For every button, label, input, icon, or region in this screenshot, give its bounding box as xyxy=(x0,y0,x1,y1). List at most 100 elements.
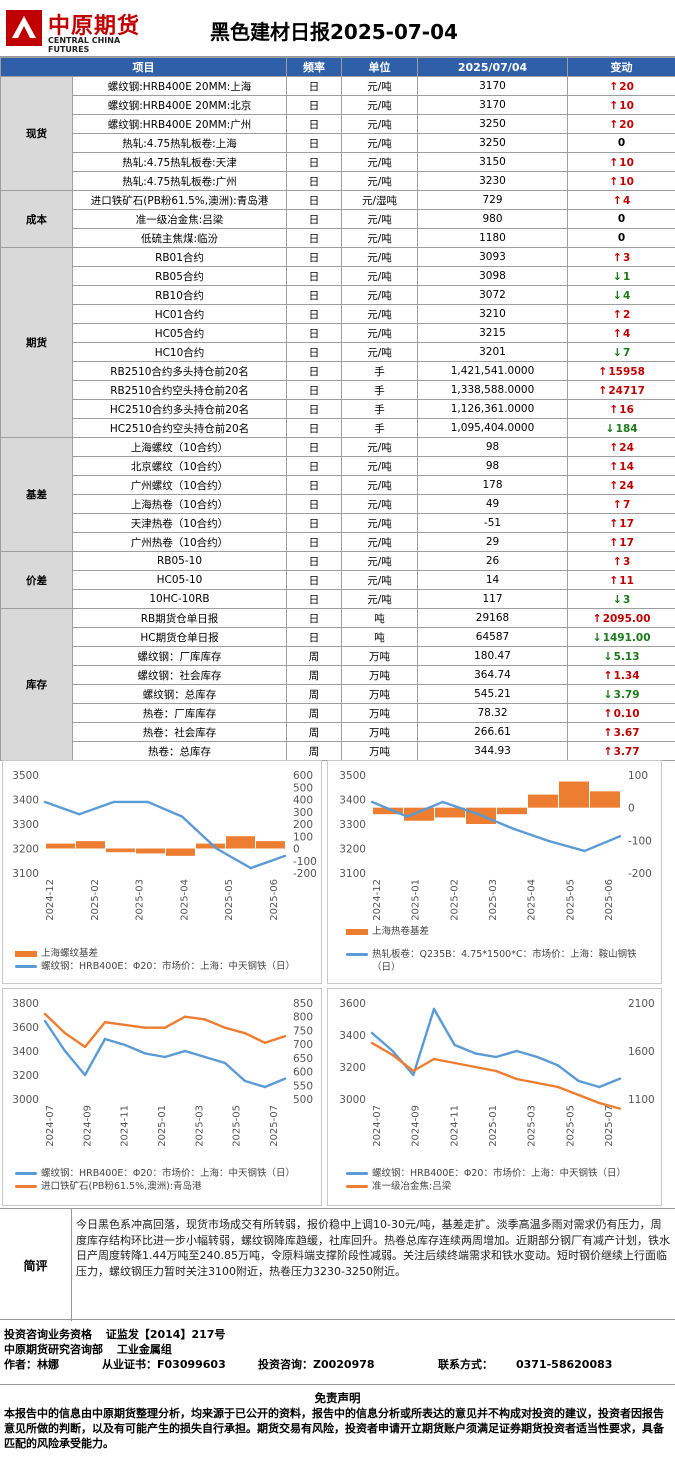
series-point xyxy=(44,1013,46,1015)
y-left-tick-label: 3200 xyxy=(12,1070,39,1082)
freq-cell: 日 xyxy=(286,171,342,191)
table-row: 上海热卷（10合约）日元/吨 49 ↑7 xyxy=(1,494,675,514)
series-point xyxy=(44,801,46,803)
table-row: HC05合约日元/吨 3215 ↑4 xyxy=(1,323,675,343)
series-point xyxy=(224,1026,226,1029)
data-table: 项目 频率 单位 2025/07/04 变动 现货 螺纹钢:HRB400E 20M… xyxy=(0,57,675,761)
series-line-segment xyxy=(215,847,252,870)
chart-rebar-vs-ore: 3800 3600 3400 3200 3000 850 800 750 700 650 600 55… xyxy=(2,988,322,1206)
legend-label: 螺纹钢：HRB400E：Φ20：市场价：上海：中天钢铁（日） xyxy=(41,961,295,972)
series-line-segment xyxy=(123,1023,147,1029)
series-line-segment xyxy=(43,1019,67,1053)
value-cell: 1,126,361.0000 xyxy=(417,399,568,419)
series-line-segment xyxy=(183,1049,207,1059)
y-left-tick-label: 3600 xyxy=(12,1022,39,1034)
legend-line-swatch xyxy=(346,953,368,956)
change-value: 17 xyxy=(619,517,634,530)
freq-cell: 日 xyxy=(286,456,342,476)
logo-cn-text: 中原期货 xyxy=(48,14,141,39)
series-point xyxy=(224,1062,226,1064)
change-value: 10 xyxy=(619,99,634,112)
change-value: 4 xyxy=(622,194,631,207)
logo-en-text: CENTRAL CHINA FUTURES xyxy=(48,36,121,54)
disclaimer: 免责声明 本报告中的信息由中原期货整理分析，均来源于已公开的资料，报告中的信息分… xyxy=(0,1384,675,1451)
unit-cell: 手 xyxy=(341,399,418,419)
chart-hrc-basis: 3500 3400 3300 3200 3100 100 0 -100 -200 2024-12 2… xyxy=(327,760,662,984)
change-cell: ↑2 xyxy=(567,304,675,324)
series-point xyxy=(144,1026,146,1029)
series-point xyxy=(147,801,149,803)
change-cell: ↑10 xyxy=(567,95,675,115)
change-cell: ↑10 xyxy=(567,152,675,172)
basis-bar xyxy=(106,848,135,853)
value-cell: 3250 xyxy=(417,114,568,134)
series-point xyxy=(583,850,586,852)
arrow-up-icon: ↑ xyxy=(612,326,622,340)
change-value: 20 xyxy=(619,80,634,93)
y-right-tick-label: 700 xyxy=(293,1039,313,1051)
series-line-segment xyxy=(474,1065,498,1073)
series-line-segment xyxy=(43,1012,67,1035)
author: 作者：林娜 xyxy=(4,1358,59,1371)
item-cell: RB05合约 xyxy=(72,266,287,286)
comment-section: 简评 今日黑色系冲高回落，现货市场成交有所转弱，报价稳中上调10-30元/吨，基… xyxy=(0,1208,675,1321)
table-row: 库存 RB期货仓单日报日吨 29168 ↑2095.00 xyxy=(0,608,675,761)
basis-bar xyxy=(559,781,589,808)
value-cell: 3201 xyxy=(417,342,568,362)
value-cell: 364.74 xyxy=(417,665,568,685)
change-cell: ↑24 xyxy=(567,475,675,495)
change-value: 7 xyxy=(622,346,631,359)
value-cell: -51 xyxy=(417,513,568,533)
value-cell: 1,421,541.0000 xyxy=(417,361,568,381)
series-point xyxy=(104,1038,106,1040)
col-header-unit: 单位 xyxy=(341,57,418,77)
item-cell: HC2510合约多头持仓前20名 xyxy=(72,399,287,419)
arrow-up-icon: ↑ xyxy=(612,497,622,511)
y-left-tick-label: 3500 xyxy=(12,770,39,782)
change-value: 3.67 xyxy=(613,726,640,739)
table-row: 热卷：厂库库存周万吨 78.32 ↑0.10 xyxy=(1,703,675,723)
disclaimer-heading: 免责声明 xyxy=(314,1391,361,1405)
series-point xyxy=(577,1080,580,1082)
basis-bar xyxy=(590,791,620,808)
change-value: 1.34 xyxy=(613,669,640,682)
series-point xyxy=(244,1032,246,1034)
value-cell: 49 xyxy=(417,494,568,514)
y-right-tick-label: 200 xyxy=(293,819,313,831)
series-line-segment xyxy=(391,1053,415,1073)
series-point xyxy=(391,1054,394,1056)
item-cell: RB10合约 xyxy=(72,285,287,305)
unit-cell: 元/吨 xyxy=(341,570,418,590)
item-cell: HC05合约 xyxy=(72,323,287,343)
item-cell: 螺纹钢：总库存 xyxy=(72,684,287,704)
change-value: 24 xyxy=(619,479,634,492)
freq-cell: 日 xyxy=(286,285,342,305)
value-cell: 14 xyxy=(417,570,568,590)
series-line-segment xyxy=(598,1101,622,1110)
series-line-segment xyxy=(180,815,218,850)
chart-hrc-basis-legend: 上海热卷基差 热轧板卷：Q235B：4.75*1500*C：市场价：上海：鞍山钢… xyxy=(346,925,656,974)
item-cell: 热轧:4.75热轧板卷:天津 xyxy=(72,152,287,172)
freq-cell: 日 xyxy=(286,266,342,286)
freq-cell: 日 xyxy=(286,380,342,400)
unit-cell: 元/吨 xyxy=(341,171,418,191)
change-value: 2095.00 xyxy=(602,612,651,625)
unit-cell: 元/吨 xyxy=(341,513,418,533)
unit-cell: 元/吨 xyxy=(341,589,418,609)
y-left-tick-label: 3300 xyxy=(339,819,366,831)
table-row: HC2510合约空头持仓前20名日手 1,095,404.0000 ↓184 xyxy=(1,418,675,438)
unit-cell: 元/吨 xyxy=(341,247,418,267)
value-cell: 64587 xyxy=(417,627,568,647)
change-value: 3 xyxy=(622,555,631,568)
chart-hrc-basis-plot: 3500 3400 3300 3200 3100 100 0 -100 -200 2024-12 2… xyxy=(339,770,652,921)
change-value: 0.10 xyxy=(613,707,640,720)
y-right-tick-label: 1100 xyxy=(628,1094,655,1106)
freq-cell: 日 xyxy=(286,418,342,438)
item-cell: 低硫主焦煤:临汾 xyxy=(72,228,287,248)
series-line-segment xyxy=(494,1049,518,1059)
table-row: RB05合约日元/吨 3098 ↓1 xyxy=(1,266,675,286)
change-cell: ↓3 xyxy=(567,589,675,609)
freq-cell: 日 xyxy=(286,190,342,210)
arrow-up-icon: ↑ xyxy=(609,155,619,169)
series-line-segment xyxy=(163,1015,187,1029)
